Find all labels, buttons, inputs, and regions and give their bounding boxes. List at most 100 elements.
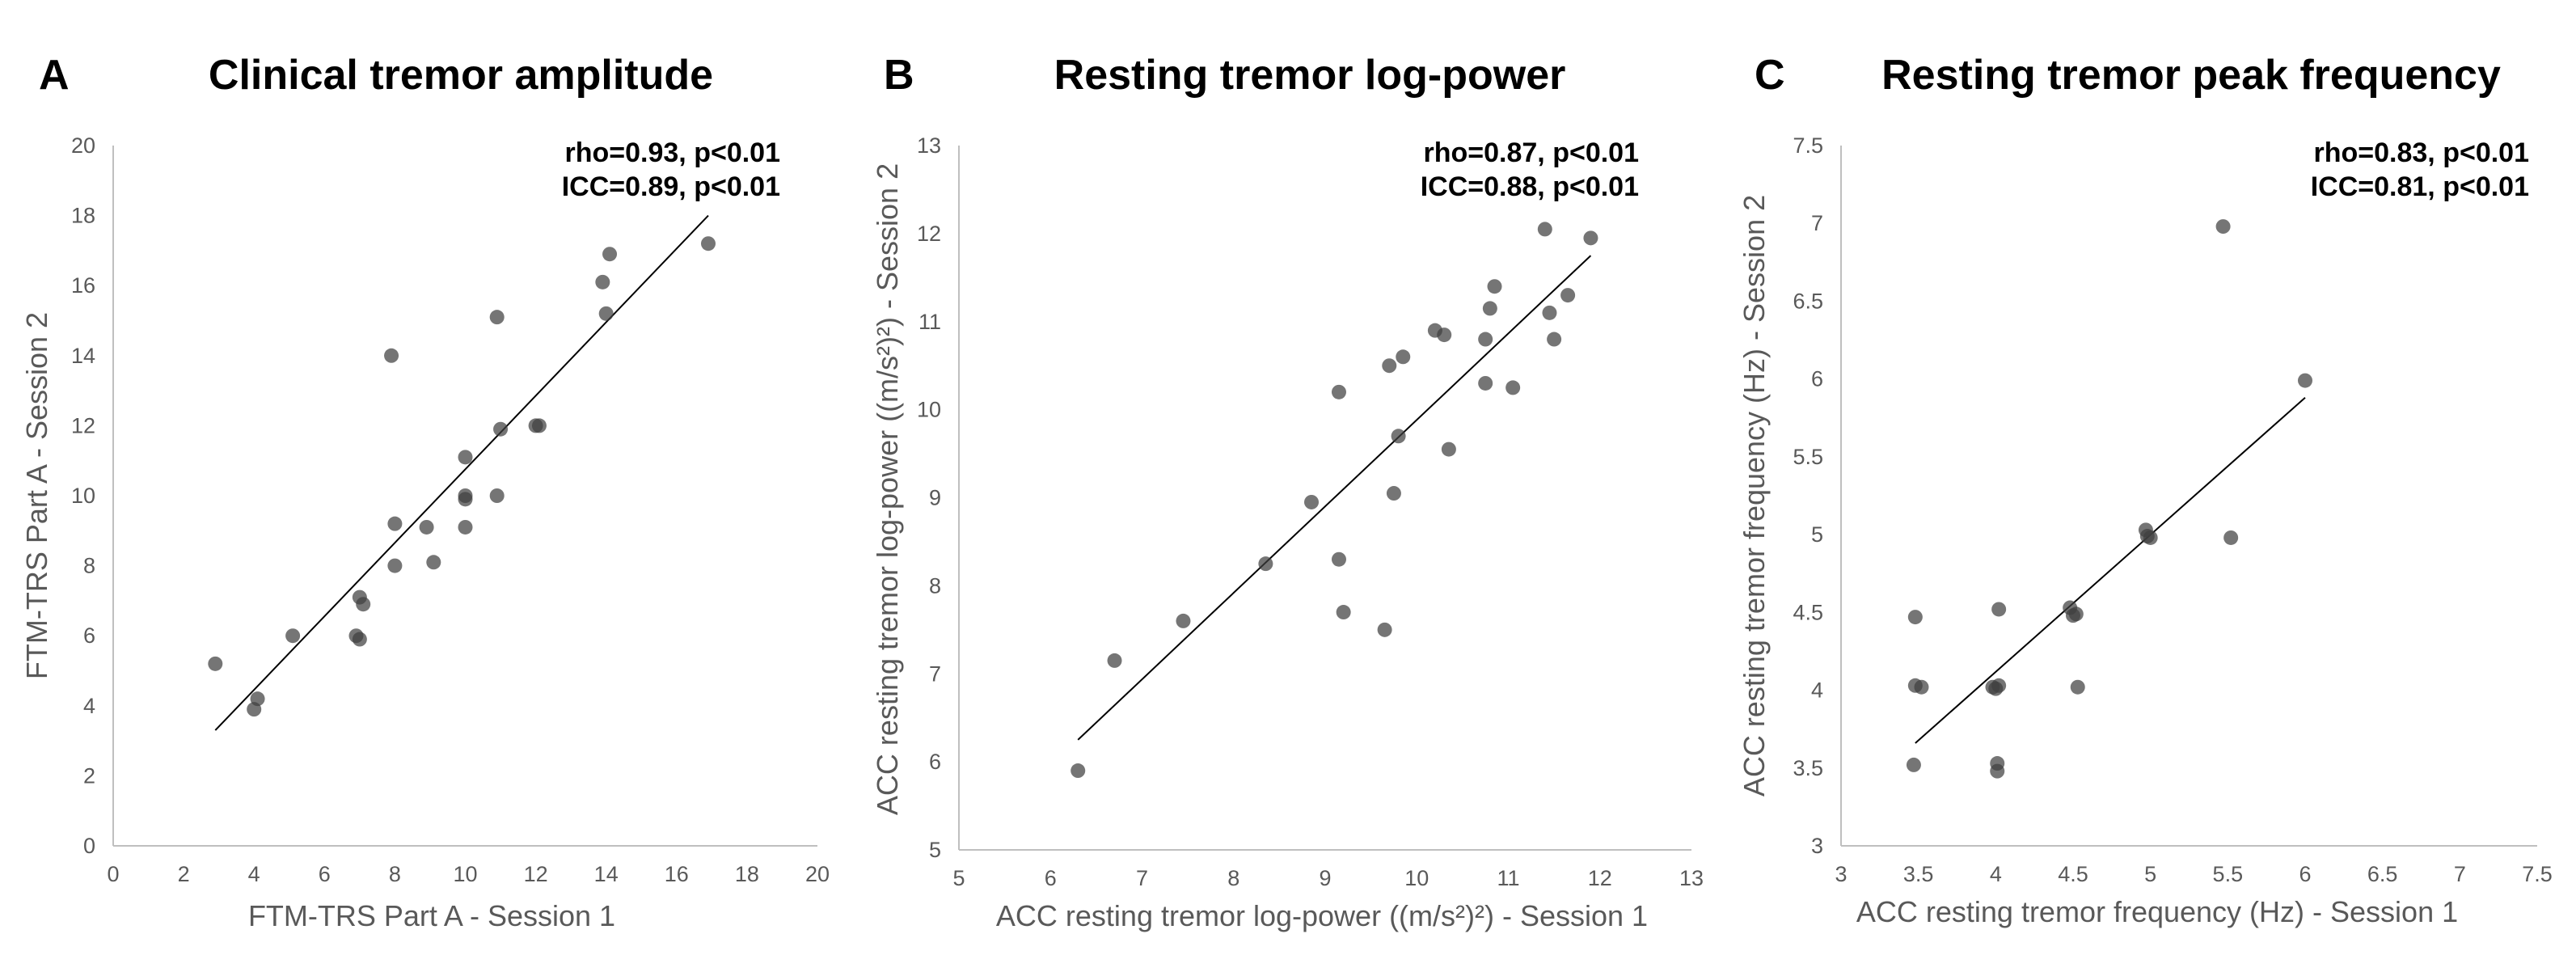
y-tick-labels: 3 3.5 4 4.5 5 5.5 6 6.5 7 7.5: [1793, 133, 1823, 858]
data-point: [1437, 327, 1452, 343]
x-tick-label: 5.5: [2213, 862, 2244, 886]
panel-letter: C: [1755, 52, 1785, 99]
data-point: [700, 236, 716, 251]
x-axis-label: ACC resting tremor log-power ((m/s²)²) -…: [996, 899, 1648, 932]
trendline: [214, 214, 709, 731]
trendline: [1915, 397, 2306, 744]
x-tick-label: 2: [178, 862, 190, 886]
x-tick-label: 4.5: [2058, 862, 2088, 886]
data-point: [602, 247, 618, 262]
data-point: [2215, 219, 2231, 235]
x-tick-label: 13: [1679, 866, 1704, 890]
data-point: [2223, 530, 2239, 545]
data-point: [387, 516, 403, 531]
trendline: [1077, 255, 1592, 741]
x-tick-labels: 5 6 7 8 9 10 11 12 13: [952, 866, 1704, 890]
stats-box: rho=0.87, p<0.01 ICC=0.88, p<0.01: [1421, 137, 1639, 202]
data-point: [1537, 222, 1552, 237]
y-tick-label: 7: [929, 661, 941, 686]
data-point: [1991, 678, 2007, 693]
y-tick-label: 9: [929, 486, 941, 510]
x-tick-label: 9: [1319, 866, 1331, 890]
y-tick-label: 6: [929, 750, 941, 774]
x-tick-label: 14: [594, 862, 619, 886]
x-tick-label: 7: [2454, 862, 2466, 886]
x-tick-label: 4: [248, 862, 260, 886]
data-point: [1331, 551, 1346, 567]
data-point: [598, 306, 614, 321]
y-tick-label: 18: [71, 204, 95, 228]
data-point: [352, 632, 367, 647]
data-point: [419, 519, 434, 535]
y-tick-label: 6: [83, 623, 95, 648]
x-tick-label: 5: [2144, 862, 2156, 886]
data-point: [1396, 349, 1411, 365]
y-tick-label: 2: [83, 763, 95, 788]
y-tick-labels: 5 6 7 8 9 10 11 12 13: [917, 133, 941, 862]
data-point: [208, 656, 223, 671]
data-point: [1547, 332, 1562, 347]
y-tick-label: 3.5: [1793, 756, 1823, 780]
data-point: [458, 519, 473, 535]
y-tick-label: 10: [71, 484, 95, 508]
x-tick-label: 3: [1835, 862, 1847, 886]
y-tick-label: 12: [917, 222, 941, 246]
x-axis-label: ACC resting tremor frequency (Hz) - Sess…: [1856, 895, 2458, 928]
x-tick-label: 11: [1497, 866, 1519, 890]
data-point: [1990, 756, 2005, 771]
y-tick-label: 4.5: [1793, 600, 1823, 624]
data-point: [1505, 380, 1521, 395]
data-point: [1336, 605, 1351, 620]
y-tick-label: 20: [71, 133, 95, 158]
data-point: [250, 691, 265, 707]
data-point: [2298, 373, 2312, 388]
data-point: [458, 492, 473, 507]
stats-rho: rho=0.87, p<0.01: [1424, 137, 1640, 168]
data-point: [1377, 622, 1392, 637]
x-tick-label: 5: [952, 866, 965, 890]
data-point: [1441, 442, 1456, 457]
x-tick-label: 6: [2299, 862, 2311, 886]
x-tick-label: 18: [735, 862, 759, 886]
data-point: [1478, 332, 1493, 347]
y-tick-label: 6: [1811, 367, 1823, 391]
stats-icc: ICC=0.89, p<0.01: [562, 171, 780, 202]
data-point: [387, 558, 403, 573]
y-tick-label: 13: [917, 133, 941, 158]
x-tick-labels: 0 2 4 6 8 10 12 14 16 18 20: [107, 862, 830, 886]
chart-title: Resting tremor log-power: [1054, 52, 1566, 99]
panel-c: C Resting tremor peak frequency rho=0.83…: [1738, 52, 2553, 928]
data-point: [1331, 384, 1346, 399]
data-point: [1907, 610, 1923, 625]
data-point: [1176, 613, 1191, 628]
stats-box: rho=0.93, p<0.01 ICC=0.89, p<0.01: [562, 137, 780, 202]
data-point: [1487, 279, 1502, 294]
y-axis-label: FTM-TRS Part A - Session 2: [20, 312, 53, 679]
y-tick-label: 3: [1811, 834, 1823, 858]
chart-title: Clinical tremor amplitude: [209, 52, 713, 99]
data-point: [1482, 301, 1497, 316]
chart-title: Resting tremor peak frequency: [1881, 52, 2501, 99]
x-tick-label: 6.5: [2367, 862, 2398, 886]
data-point: [384, 348, 399, 363]
y-tick-label: 10: [917, 398, 941, 422]
x-tick-label: 12: [1588, 866, 1612, 890]
data-point: [1071, 763, 1086, 779]
data-point: [1382, 358, 1397, 374]
data-point: [1542, 305, 1557, 320]
y-tick-labels: 0 2 4 6 8 10 12 14 16 18 20: [71, 133, 95, 858]
data-point: [2143, 530, 2158, 545]
data-point: [1478, 375, 1493, 391]
data-point: [1258, 556, 1273, 572]
y-axis-label: ACC resting tremor frequency (Hz) - Sess…: [1738, 195, 1771, 797]
data-point: [426, 555, 441, 570]
x-tick-label: 20: [805, 862, 830, 886]
data-point: [531, 418, 547, 433]
data-points: [208, 236, 716, 717]
x-tick-label: 8: [1227, 866, 1239, 890]
data-point: [285, 628, 301, 644]
data-point: [489, 488, 505, 503]
x-tick-label: 10: [453, 862, 477, 886]
y-tick-label: 12: [71, 413, 95, 437]
